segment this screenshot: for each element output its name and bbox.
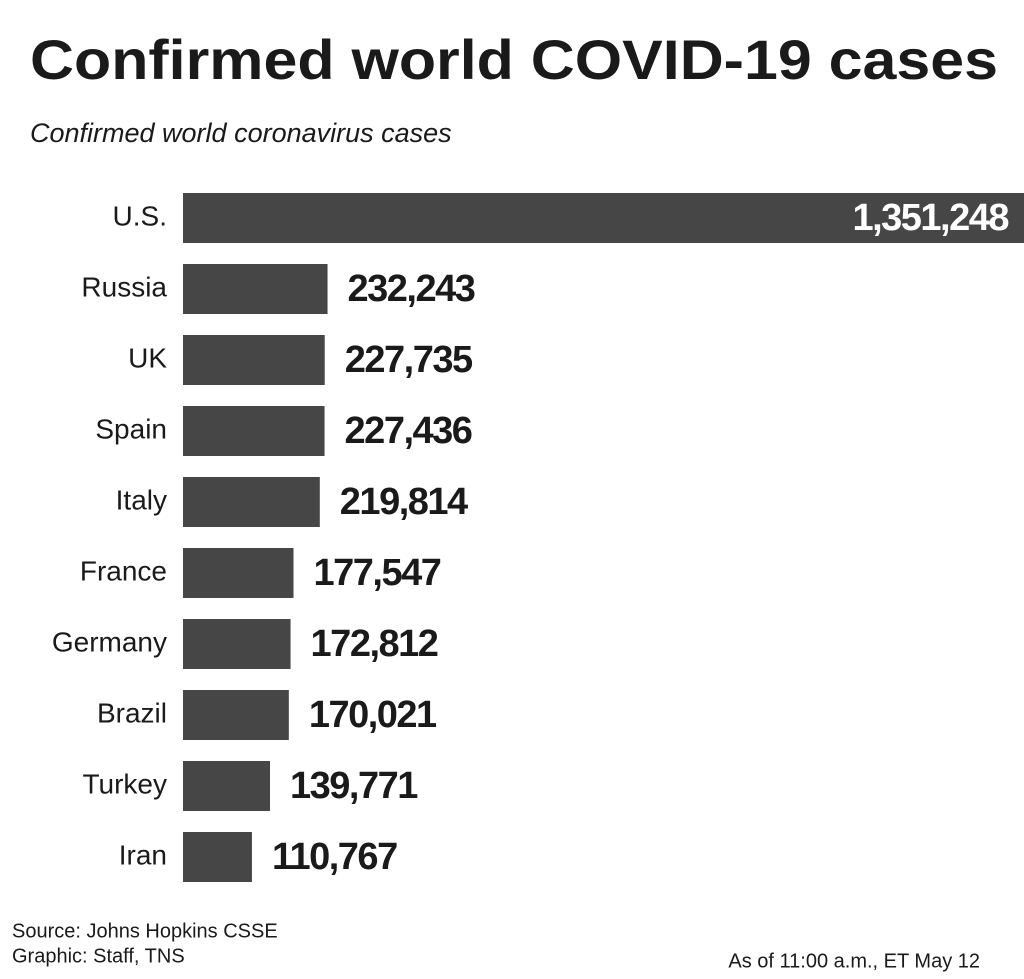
category-label: France xyxy=(80,555,167,586)
category-label: UK xyxy=(128,342,167,373)
value-label: 110,767 xyxy=(272,836,397,878)
bar xyxy=(183,690,289,740)
bar xyxy=(183,406,325,456)
note: As of 11:00 a.m., ET May 12 xyxy=(728,950,980,972)
category-label: Germany xyxy=(52,626,167,657)
value-label: 177,547 xyxy=(314,552,441,594)
bar xyxy=(183,264,328,314)
chart-title: Confirmed world COVID-19 cases xyxy=(30,28,998,91)
category-label: Brazil xyxy=(97,697,167,728)
bar xyxy=(183,761,270,811)
value-label: 227,436 xyxy=(345,410,472,452)
chart-subtitle: Confirmed world coronavirus cases xyxy=(30,118,452,148)
credit: Graphic: Staff, TNS xyxy=(12,945,185,967)
value-label: 139,771 xyxy=(290,765,418,807)
value-label: 219,814 xyxy=(340,481,468,523)
bar xyxy=(183,477,320,527)
category-label: Russia xyxy=(81,271,167,302)
bar xyxy=(183,832,252,882)
category-label: Turkey xyxy=(82,768,167,799)
bar xyxy=(183,335,325,385)
value-label: 170,021 xyxy=(309,694,437,736)
category-label: Italy xyxy=(116,484,167,515)
source: Source: Johns Hopkins CSSE xyxy=(12,920,278,942)
bar xyxy=(183,193,1024,243)
category-label: Iran xyxy=(119,839,167,870)
category-label: U.S. xyxy=(113,200,167,231)
value-label: 227,735 xyxy=(345,339,473,381)
category-label: Spain xyxy=(95,413,167,444)
bar xyxy=(183,548,294,598)
value-label: 1,351,248 xyxy=(852,197,1008,239)
value-label: 232,243 xyxy=(348,268,475,310)
value-label: 172,812 xyxy=(311,623,438,665)
bar xyxy=(183,619,291,669)
